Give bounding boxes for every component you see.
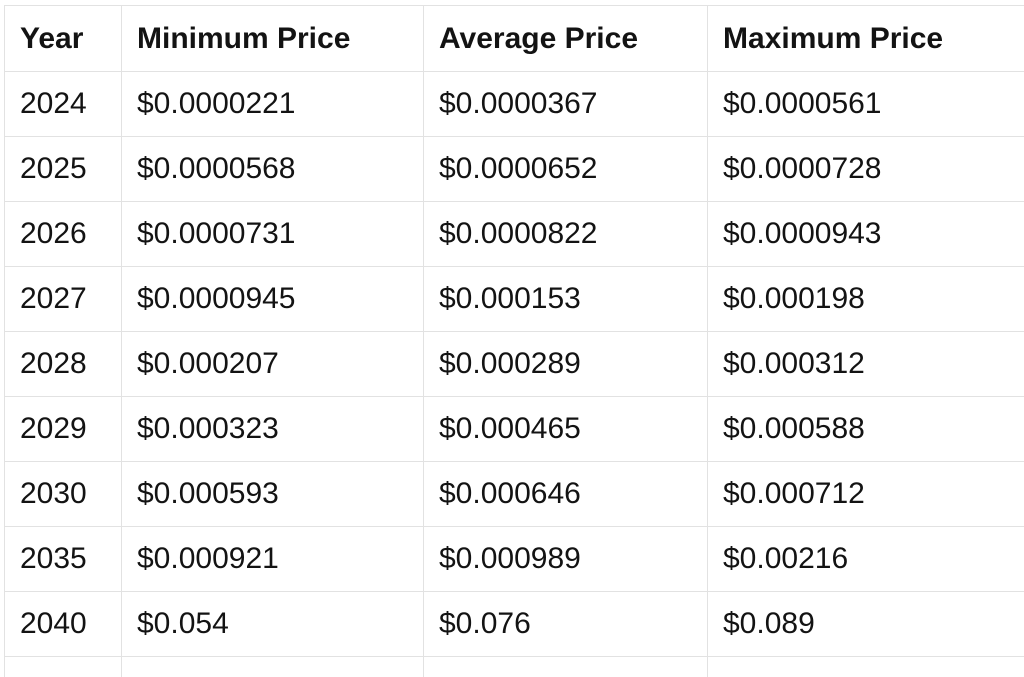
price-cell: $0.000312 (707, 331, 1024, 397)
year-cell: 2024 (4, 71, 122, 137)
price-cell: $0.0000822 (423, 201, 708, 267)
header-row: Year Minimum Price Average Price Maximum Pr… (4, 5, 1024, 72)
price-cell: $0.076 (423, 591, 708, 657)
table-row: 2030 $0.000593 $0.000646 $0.000712 (4, 461, 1024, 527)
price-cell: $0.000646 (423, 461, 708, 527)
table-row: 2035 $0.000921 $0.000989 $0.00216 (4, 526, 1024, 592)
table-row: 2026 $0.0000731 $0.0000822 $0.0000943 (4, 201, 1024, 267)
price-cell: $0.0000221 (121, 71, 424, 137)
year-cell: 2040 (4, 591, 122, 657)
year-cell: 2026 (4, 201, 122, 267)
empty-cell (423, 656, 708, 677)
year-cell: 2027 (4, 266, 122, 332)
price-cell: $0.000465 (423, 396, 708, 462)
column-header-average-price: Average Price (423, 5, 708, 72)
table-header: Year Minimum Price Average Price Maximum Pr… (4, 5, 1024, 72)
price-cell: $0.000712 (707, 461, 1024, 527)
table-row: 2024 $0.0000221 $0.0000367 $0.0000561 (4, 71, 1024, 137)
column-header-maximum-price: Maximum Price (707, 5, 1024, 72)
empty-cell (707, 656, 1024, 677)
empty-cell (4, 656, 122, 677)
year-cell: 2035 (4, 526, 122, 592)
price-cell: $0.000921 (121, 526, 424, 592)
year-cell: 2030 (4, 461, 122, 527)
price-cell: $0.00216 (707, 526, 1024, 592)
price-cell: $0.0000945 (121, 266, 424, 332)
price-cell: $0.0000728 (707, 136, 1024, 202)
year-cell: 2029 (4, 396, 122, 462)
table-row-clipped (4, 656, 1024, 677)
price-prediction-table: Year Minimum Price Average Price Maximum Pr… (4, 5, 1024, 677)
price-cell: $0.000289 (423, 331, 708, 397)
price-cell: $0.0000561 (707, 71, 1024, 137)
price-cell: $0.0000943 (707, 201, 1024, 267)
price-cell: $0.000593 (121, 461, 424, 527)
price-cell: $0.000198 (707, 266, 1024, 332)
year-cell: 2028 (4, 331, 122, 397)
price-cell: $0.000989 (423, 526, 708, 592)
table-row: 2028 $0.000207 $0.000289 $0.000312 (4, 331, 1024, 397)
price-cell: $0.000323 (121, 396, 424, 462)
table-body: 2024 $0.0000221 $0.0000367 $0.0000561 2025 $0… (4, 71, 1024, 677)
column-header-year: Year (4, 5, 122, 72)
table-row: 2040 $0.054 $0.076 $0.089 (4, 591, 1024, 657)
price-cell: $0.089 (707, 591, 1024, 657)
column-header-minimum-price: Minimum Price (121, 5, 424, 72)
empty-cell (121, 656, 424, 677)
price-cell: $0.0000652 (423, 136, 708, 202)
table-row: 2029 $0.000323 $0.000465 $0.000588 (4, 396, 1024, 462)
table-row: 2025 $0.0000568 $0.0000652 $0.0000728 (4, 136, 1024, 202)
year-cell: 2025 (4, 136, 122, 202)
table-row: 2027 $0.0000945 $0.000153 $0.000198 (4, 266, 1024, 332)
price-cell: $0.0000731 (121, 201, 424, 267)
price-cell: $0.0000367 (423, 71, 708, 137)
price-cell: $0.000153 (423, 266, 708, 332)
price-cell: $0.0000568 (121, 136, 424, 202)
price-cell: $0.054 (121, 591, 424, 657)
price-cell: $0.000207 (121, 331, 424, 397)
price-cell: $0.000588 (707, 396, 1024, 462)
